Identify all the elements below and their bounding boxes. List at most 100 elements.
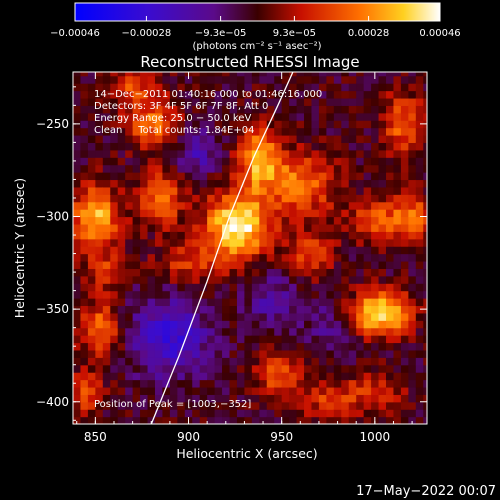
heatmap-cell [222,342,231,351]
heatmap-cell [132,335,141,344]
heatmap-cell [207,83,216,92]
heatmap-cell [393,275,402,284]
heatmap-cell [192,238,201,247]
heatmap-cell [356,105,365,114]
heatmap-cell [95,209,104,218]
heatmap-cell [192,290,201,299]
heatmap-cell [132,179,141,188]
heatmap-cell [341,105,350,114]
heatmap-cell [251,164,260,173]
heatmap-cell [140,179,149,188]
heatmap-cell [386,83,395,92]
heatmap-cell [80,201,89,210]
heatmap-cell [311,275,320,284]
heatmap-cell [192,127,201,136]
heatmap-cell [415,379,424,388]
heatmap-cell [296,394,305,403]
heatmap-cell [125,349,134,358]
heatmap-cell [95,275,104,284]
heatmap-cell [318,209,327,218]
heatmap-cell [214,149,223,158]
heatmap-cell [400,409,409,418]
heatmap-cell [274,372,283,381]
heatmap-cell [117,223,126,232]
heatmap-cell [393,172,402,181]
heatmap-cell [244,401,253,410]
heatmap-cell [132,172,141,181]
heatmap-cell [110,172,119,181]
x-tick-label: 950 [270,430,293,444]
heatmap-cell [132,142,141,151]
heatmap-cell [177,394,186,403]
heatmap-cell [199,401,208,410]
heatmap-cell [259,157,268,166]
heatmap-cell [73,357,82,366]
heatmap-cell [393,357,402,366]
annotation-peak-position: Position of Peak = [1003,−352] [94,399,251,410]
heatmap-cell [140,142,149,151]
heatmap-cell [408,335,417,344]
heatmap-cell [266,253,275,262]
heatmap-cell [415,90,424,99]
heatmap-cell [184,372,193,381]
heatmap-cell [117,72,126,77]
heatmap-cell [162,142,171,151]
heatmap-cell [125,97,134,106]
heatmap-cell [199,186,208,195]
heatmap-cell [229,312,238,321]
heatmap-cell [244,83,253,92]
heatmap-cell [333,223,342,232]
heatmap-cell [326,75,335,84]
heatmap-cell [371,201,380,210]
heatmap-cell [266,372,275,381]
heatmap-cell [408,97,417,106]
heatmap-cell [87,201,96,210]
heatmap-cell [229,401,238,410]
heatmap-cell [318,83,327,92]
heatmap-cell [341,157,350,166]
heatmap-cell [207,112,216,121]
heatmap-cell [177,142,186,151]
heatmap-cell [259,416,268,424]
heatmap-cell [289,327,298,336]
heatmap-cell [87,246,96,255]
heatmap-cell [80,90,89,99]
heatmap-cell [318,179,327,188]
colorbar-tick-label: −0.00028 [122,28,172,39]
heatmap-cell [378,290,387,299]
heatmap-cell [110,268,119,277]
heatmap-cell [393,379,402,388]
heatmap-cell [274,172,283,181]
heatmap-cell [169,97,178,106]
heatmap-cell [192,97,201,106]
heatmap-cell [207,149,216,158]
heatmap-cell [207,379,216,388]
heatmap-cell [169,394,178,403]
heatmap-cell [333,342,342,351]
heatmap-cell [400,72,409,77]
heatmap-cell [95,372,104,381]
heatmap-cell [296,401,305,410]
heatmap-cell [378,364,387,373]
heatmap-cell [207,260,216,269]
heatmap-cell [87,290,96,299]
heatmap-cell [154,246,164,255]
heatmap-cell [154,327,164,336]
heatmap-cell [199,394,208,403]
heatmap-cell [95,305,104,314]
heatmap-cell [363,209,372,218]
heatmap-cell [184,83,193,92]
heatmap-cell [296,349,305,358]
heatmap-cell [289,246,298,255]
heatmap-cell [318,253,327,262]
heatmap-cell [110,75,119,84]
heatmap-cell [356,283,365,292]
heatmap-cell [296,97,305,106]
heatmap-cell [386,72,395,77]
heatmap-cell [348,290,357,299]
heatmap-cell [132,186,141,195]
heatmap-cell [400,105,409,114]
heatmap-cell [311,209,320,218]
heatmap-cell [117,253,126,262]
heatmap-cell [378,97,387,106]
